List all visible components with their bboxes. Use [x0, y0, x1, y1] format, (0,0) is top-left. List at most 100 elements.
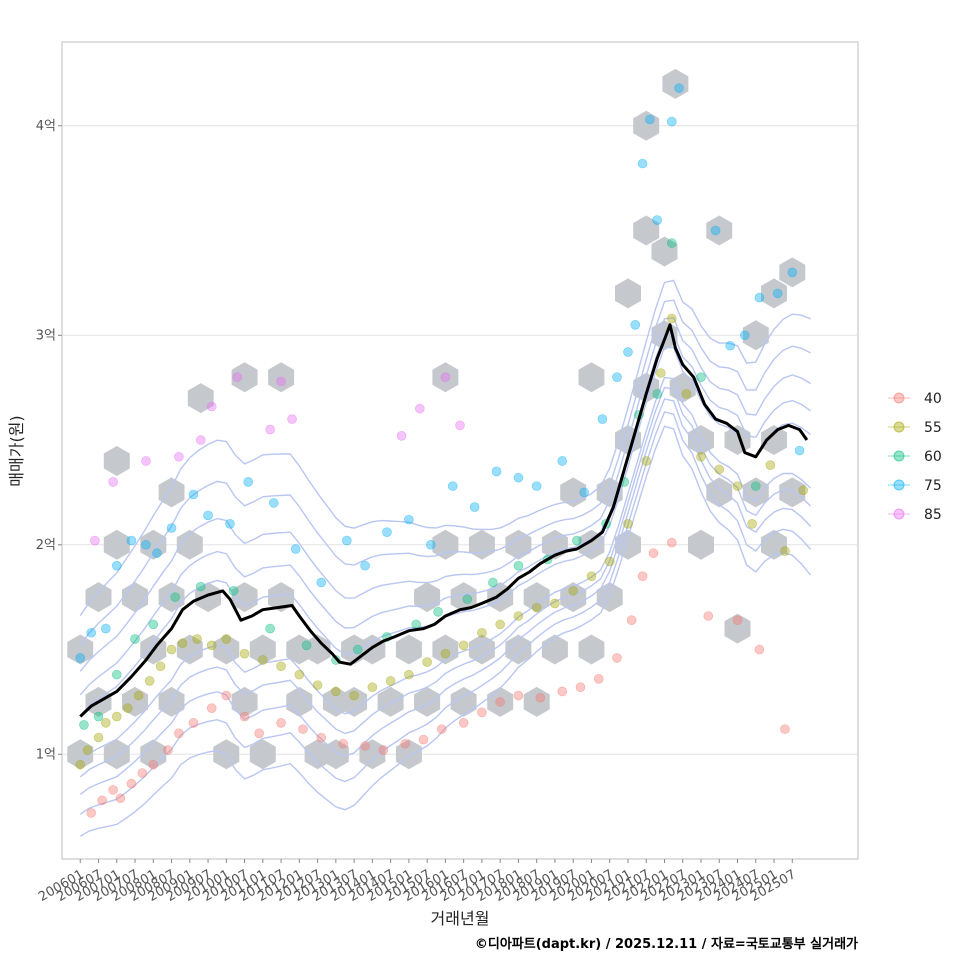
data-point-55: [101, 718, 111, 728]
hexbin-cell: [158, 686, 185, 717]
data-point-75: [787, 267, 798, 278]
hexbin-cell: [761, 278, 787, 309]
data-point-75: [382, 527, 392, 538]
data-point-55: [192, 634, 202, 644]
data-point-85: [440, 372, 451, 382]
hexbin-cell: [286, 686, 313, 717]
data-point-75: [111, 560, 122, 571]
density-contours: [79, 279, 812, 837]
data-point-55: [177, 638, 188, 649]
hexbin-cell: [195, 582, 221, 613]
hexbin-cell: [706, 477, 733, 508]
data-point-60: [130, 634, 140, 644]
data-point-75: [513, 472, 524, 483]
hexbin-cell: [505, 634, 532, 665]
data-point-75: [674, 83, 684, 93]
data-point-75: [152, 548, 162, 558]
hexbin-cell: [432, 362, 459, 393]
data-point-75: [447, 481, 458, 491]
hexbin-cell: [578, 362, 605, 393]
credit-text: ©디아파트(dapt.kr) / 2025.12.11 / 자료=국토교통부 실…: [474, 937, 858, 952]
data-point-85: [90, 535, 100, 546]
hexbin-cell: [742, 320, 769, 351]
hexbin-cell: [249, 739, 276, 770]
data-point-75: [86, 627, 97, 638]
hexbin-cell: [140, 739, 167, 770]
data-point-60: [148, 619, 159, 630]
trend-line-layer: [79, 323, 809, 718]
legend-key-dot: [893, 450, 905, 462]
data-point-60: [433, 607, 443, 617]
hexbin-cell: [176, 634, 203, 665]
hexbin-cell: [560, 582, 587, 613]
hexbin-cell: [249, 634, 276, 665]
data-point-55: [656, 368, 666, 378]
data-point-55: [550, 598, 560, 609]
hexbin-cell: [615, 278, 641, 309]
contour-line: [79, 386, 811, 778]
data-point-75: [126, 535, 137, 546]
hexbin-cell: [523, 582, 550, 613]
x-axis: 2006012006072007012007072008012008072009…: [36, 859, 799, 905]
data-point-75: [75, 653, 86, 663]
contour-line: [79, 425, 812, 837]
data-point-55: [568, 586, 578, 596]
data-point-75: [754, 292, 765, 303]
data-point-55: [82, 745, 93, 755]
hexbin-cell: [633, 215, 660, 246]
hexbin-cell: [103, 529, 130, 560]
data-point-85: [174, 451, 184, 462]
data-point-55: [385, 676, 396, 686]
data-point-40: [648, 548, 659, 558]
hexbin-cell: [341, 686, 368, 717]
data-point-75: [141, 539, 151, 550]
hexbin-cell: [377, 686, 404, 717]
data-point-75: [469, 502, 480, 512]
hexbin-cell: [633, 110, 660, 141]
data-point-55: [75, 759, 86, 770]
data-point-60: [93, 711, 104, 722]
data-point-40: [458, 718, 469, 728]
data-point-55: [221, 634, 232, 644]
data-point-40: [400, 738, 411, 749]
hexbin-cell: [140, 529, 167, 560]
hexbin-cell: [268, 582, 295, 613]
data-point-55: [531, 602, 542, 613]
data-point-60: [462, 594, 473, 605]
hexbin-cell: [779, 257, 806, 288]
data-point-60: [513, 560, 524, 571]
y-axis: 1억 2억 3억 4억: [36, 119, 62, 762]
data-point-75: [203, 510, 213, 521]
data-point-55: [367, 682, 378, 693]
data-point-75: [404, 514, 414, 525]
hexbin-cell: [231, 686, 258, 717]
data-point-85: [265, 424, 275, 435]
data-point-55: [422, 657, 432, 667]
data-point-40: [206, 703, 217, 713]
hexbin-cell: [414, 686, 441, 717]
hexbin-cell: [578, 634, 605, 665]
data-point-40: [316, 732, 327, 743]
data-point-40: [666, 537, 677, 548]
hexbin-cell: [67, 739, 94, 770]
data-point-40: [513, 690, 524, 701]
data-point-75: [794, 445, 805, 456]
hexbin-cell: [688, 529, 714, 560]
data-point-40: [163, 745, 173, 755]
hexbin-cell: [158, 477, 185, 508]
contour-line: [79, 299, 811, 646]
legend-key-dot: [893, 508, 905, 520]
data-point-40: [703, 611, 714, 621]
data-point-75: [557, 456, 568, 466]
data-point-60: [652, 389, 662, 399]
data-point-85: [206, 401, 217, 412]
data-point-55: [666, 313, 677, 324]
data-point-55: [732, 481, 743, 491]
data-point-55: [111, 711, 122, 722]
contour-line: [79, 279, 811, 616]
data-point-55: [93, 732, 104, 743]
data-point-55: [294, 669, 305, 680]
data-point-85: [195, 435, 206, 445]
data-point-75: [268, 498, 279, 508]
